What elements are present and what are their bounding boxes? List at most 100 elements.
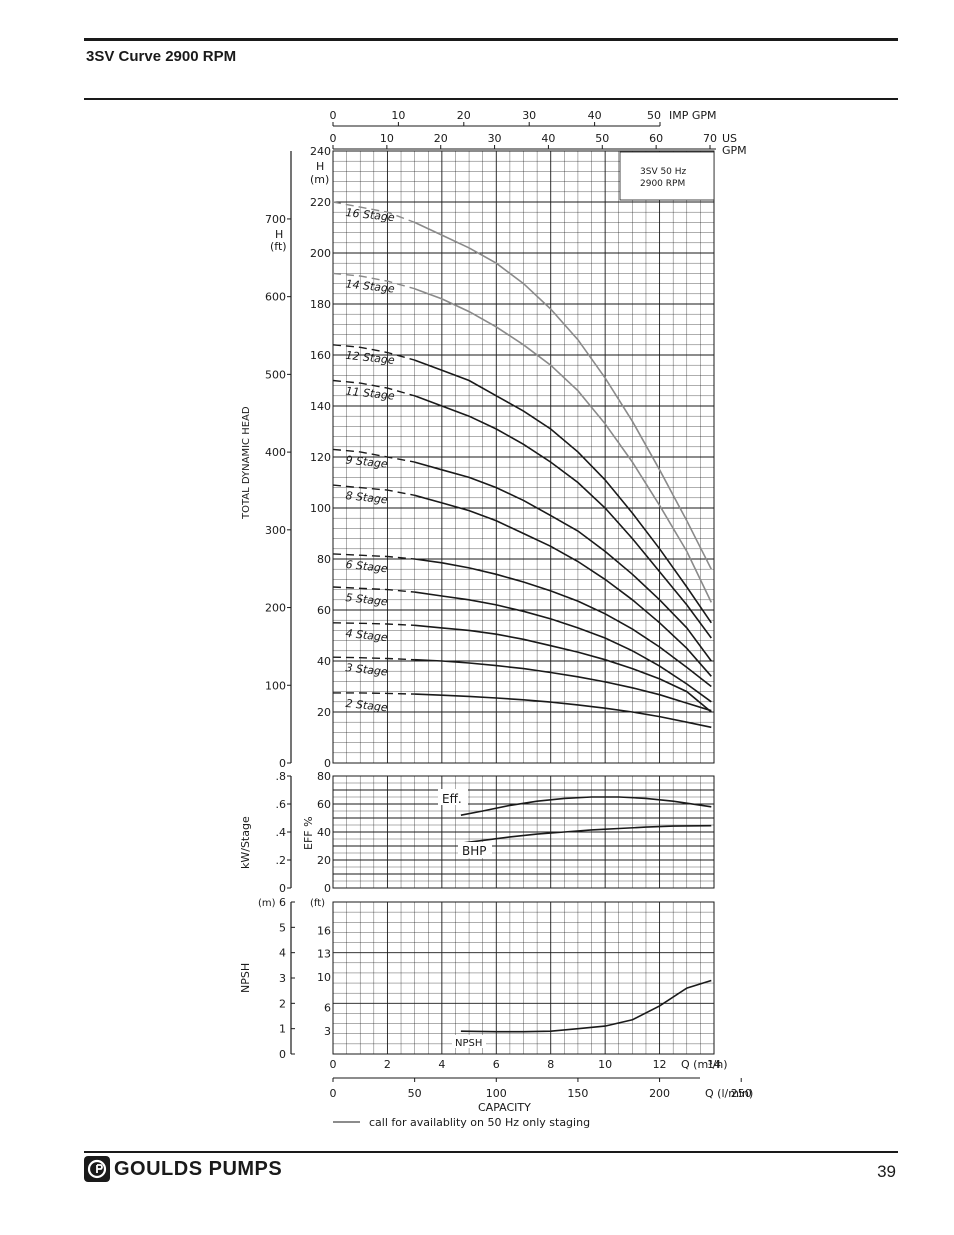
label-3-stage: 3 Stage <box>345 661 389 678</box>
head-m-tick-label: 60 <box>317 604 331 617</box>
series-5-stage <box>414 591 712 703</box>
x-m3h-tick-label: 8 <box>547 1058 554 1071</box>
x-m3h-tick-label: 0 <box>330 1058 337 1071</box>
series-2-stage <box>414 693 712 729</box>
x-title: CAPACITY <box>478 1101 531 1114</box>
imp-gpm-tick-label: 40 <box>588 109 602 122</box>
kw-axis-title: kW/Stage <box>239 816 252 869</box>
npsh-ft-tick-label: 3 <box>324 1025 331 1038</box>
title-underline <box>84 98 898 100</box>
model-box <box>619 151 715 201</box>
goulds-logo-icon <box>84 1156 110 1182</box>
panel-frame <box>332 775 715 889</box>
panel-frame <box>332 150 715 764</box>
head-m-tick-label: 100 <box>310 502 331 515</box>
series-6-stage-dashed <box>332 553 415 560</box>
kw-tick-label: 0 <box>279 882 286 895</box>
bhp-label-bg <box>458 842 492 858</box>
label-8-stage: 8 Stage <box>345 489 389 506</box>
npsh-m-tick-label: 5 <box>279 921 286 934</box>
footer-rule <box>84 1151 898 1153</box>
imp-gpm-tick-label: 50 <box>647 109 661 122</box>
x-lmin-tick-label: 50 <box>408 1087 422 1100</box>
x-m3h-tick-label: 6 <box>493 1058 500 1071</box>
brand-name: GOULDS PUMPS <box>114 1157 283 1180</box>
us-gpm-label-line1: US <box>722 132 737 145</box>
series-12-stage-dashed <box>332 344 415 361</box>
eff-tick-label: 40 <box>317 826 331 839</box>
us-gpm-label-line2: GPM <box>722 144 747 157</box>
series-16-stage <box>414 221 713 570</box>
label-16-stage: 16 Stage <box>345 206 396 224</box>
eff-tick-label: 0 <box>324 882 331 895</box>
npsh-m-tick-label: 1 <box>279 1023 286 1036</box>
x-lmin-tick-label: 250 <box>731 1087 752 1100</box>
series-11-stage <box>414 395 712 639</box>
head-m-tick-label: 0 <box>324 757 331 770</box>
series-6-stage <box>414 558 712 688</box>
series-2-stage-dashed <box>333 692 415 695</box>
head-m-tick-label: 180 <box>310 298 331 311</box>
head-m-tick-label: 20 <box>317 706 331 719</box>
npsh-label-bg <box>452 1035 486 1048</box>
label-5-stage: 5 Stage <box>345 591 389 608</box>
npsh-m-tick-label: 0 <box>279 1048 286 1061</box>
head-m-tick-label: 240 <box>310 145 331 158</box>
us-gpm-tick-label: 60 <box>649 132 663 145</box>
series-5-stage-dashed <box>332 586 415 593</box>
head-ft-tick-label: 0 <box>279 757 286 770</box>
series-9-stage-dashed <box>332 448 415 463</box>
npsh-ft-tick-label: 6 <box>324 1002 331 1015</box>
x-m3h-tick-label: 2 <box>384 1058 391 1071</box>
page-title: 3SV Curve 2900 RPM <box>86 48 237 65</box>
x-m3h-tick-label: 14 <box>707 1058 721 1071</box>
npsh-ft-tick-label: 10 <box>317 971 331 984</box>
series-3-stage <box>414 658 712 712</box>
head-ft-unit-line2: (ft) <box>270 240 287 253</box>
us-gpm-tick-label: 20 <box>434 132 448 145</box>
eff-tick-label: 20 <box>317 854 331 867</box>
x-lmin-tick-label: 200 <box>649 1087 670 1100</box>
kw-tick-label: .8 <box>276 770 287 783</box>
us-gpm-tick-label: 50 <box>595 132 609 145</box>
head-m-tick-label: 160 <box>310 349 331 362</box>
series-4-stage-dashed <box>332 622 415 626</box>
eff-axis-title: EFF % <box>302 816 315 850</box>
label-2-stage: 2 Stage <box>345 697 389 714</box>
head-m-unit-line1: H <box>316 160 324 173</box>
label-6-stage: 6 Stage <box>345 558 389 575</box>
label-9-stage: 9 Stage <box>345 453 389 470</box>
head-m-tick-label: 120 <box>310 451 331 464</box>
x-lmin-tick-label: 100 <box>486 1087 507 1100</box>
head-ft-tick-label: 200 <box>265 602 286 615</box>
series-bhp <box>460 824 712 844</box>
head-m-tick-label: 220 <box>310 196 331 209</box>
npsh-axis-title: NPSH <box>239 963 252 993</box>
series-8-stage <box>414 494 712 677</box>
npsh-m-unit: (m) <box>258 898 276 909</box>
label-npsh: NPSH <box>455 1038 482 1049</box>
series-npsh <box>460 979 712 1033</box>
npsh-ft-tick-label: 13 <box>317 948 331 961</box>
label-bhp: BHP <box>462 844 487 858</box>
head-m-tick-label: 200 <box>310 247 331 260</box>
model-box-line1: 3SV 50 Hz <box>640 167 687 177</box>
axes-layer <box>287 122 742 1082</box>
x-lmin-label: Q (l/min) <box>705 1087 753 1100</box>
eff-label-bg <box>438 789 468 805</box>
series-14-stage-dashed <box>332 272 415 290</box>
series-16-stage-dashed <box>332 201 415 224</box>
kw-tick-label: .2 <box>276 854 287 867</box>
brand-logo: GOULDS PUMPS <box>84 1156 282 1182</box>
label-4-stage: 4 Stage <box>345 627 389 644</box>
head-axis-title: TOTAL DYNAMIC HEAD <box>241 406 252 520</box>
head-ft-tick-label: 400 <box>265 446 286 459</box>
imp-gpm-label: IMP GPM <box>669 109 717 122</box>
x-m3h-tick-label: 4 <box>438 1058 445 1071</box>
pump-curve-chart: 0 10 20 30 40 500 10 20 30 40 50 60 7002040608010012… <box>239 109 753 1129</box>
legend-note-text: call for availablity on 50 Hz only stagi… <box>369 1116 590 1129</box>
npsh-m-tick-label: 6 <box>279 896 286 909</box>
x-lmin-tick-label: 0 <box>330 1087 337 1100</box>
labels-layer: 0 10 20 30 40 500 10 20 30 40 50 60 7002040608010012… <box>265 109 752 1100</box>
imp-gpm-tick-label: 10 <box>391 109 405 122</box>
